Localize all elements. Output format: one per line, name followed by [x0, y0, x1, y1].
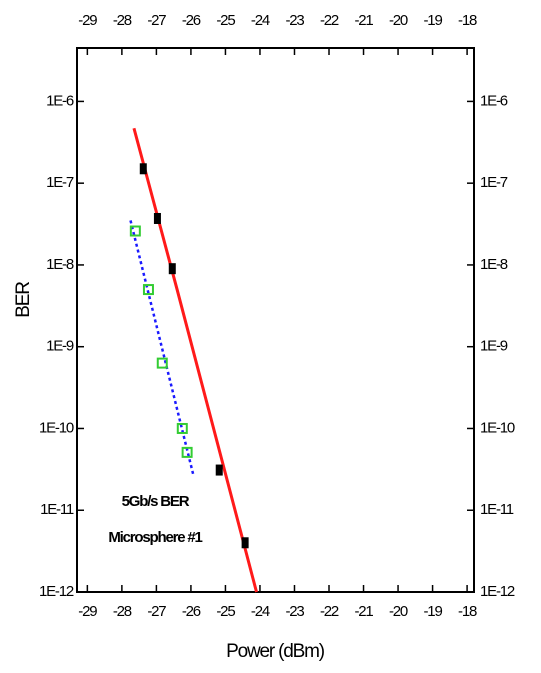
x-tick-label: -25 — [216, 12, 235, 29]
x-tick-label: -23 — [285, 603, 304, 620]
x-tick-label: -26 — [182, 12, 201, 29]
y-tick-label: 1E-10 — [39, 419, 74, 436]
x-tick-label: -28 — [113, 12, 132, 29]
plot-frame — [76, 47, 475, 593]
x-tick-label: -27 — [147, 12, 166, 29]
y-tick-label: 1E-7 — [46, 174, 74, 191]
x-tick-label: -22 — [320, 12, 339, 29]
y-tick-label: 1E-6 — [46, 92, 74, 109]
y-tick-label: 1E-7 — [480, 174, 508, 191]
y-tick-label: 1E-11 — [480, 501, 514, 518]
x-tick-label: -21 — [354, 603, 373, 620]
y-tick-label: 1E-9 — [46, 338, 74, 355]
annotation: Microsphere #1 — [108, 529, 202, 546]
data-point — [241, 537, 249, 549]
data-point — [156, 357, 168, 369]
y-axis-label: BER — [13, 282, 34, 318]
y-tick-label: 1E-12 — [39, 583, 74, 600]
x-tick-label: -23 — [285, 12, 304, 29]
x-tick-label: -29 — [78, 603, 97, 620]
y-tick-label: 1E-8 — [480, 256, 508, 273]
x-tick-label: -28 — [113, 603, 132, 620]
y-tick-label: 1E-9 — [480, 338, 508, 355]
data-point — [215, 464, 223, 476]
x-tick-label: -27 — [147, 603, 166, 620]
x-tick-label: -19 — [424, 603, 443, 620]
y-tick-label: 1E-8 — [46, 256, 74, 273]
y-tick-label: 1E-6 — [480, 92, 508, 109]
data-point — [139, 163, 147, 175]
fit-line — [129, 220, 195, 476]
y-tick-label: 1E-11 — [40, 501, 74, 518]
data-point — [142, 284, 154, 296]
data-point — [129, 225, 141, 237]
data-point — [168, 263, 176, 275]
x-tick-label: -18 — [458, 603, 477, 620]
x-tick-label: -24 — [251, 12, 270, 29]
x-tick-label: -18 — [458, 12, 477, 29]
x-tick-label: -20 — [389, 12, 408, 29]
data-point — [181, 446, 193, 458]
data-point — [176, 422, 188, 434]
x-axis-label: Power (dBm) — [226, 641, 325, 662]
data-point — [153, 212, 161, 224]
annotation: 5Gb/s BER — [122, 493, 190, 510]
x-tick-label: -20 — [389, 603, 408, 620]
y-tick-label: 1E-10 — [480, 419, 515, 436]
x-tick-label: -24 — [251, 603, 270, 620]
x-tick-label: -22 — [320, 603, 339, 620]
x-tick-label: -26 — [182, 603, 201, 620]
x-tick-label: -19 — [424, 12, 443, 29]
data-line — [132, 127, 258, 593]
x-tick-label: -25 — [216, 603, 235, 620]
x-tick-label: -29 — [78, 12, 97, 29]
y-tick-label: 1E-12 — [480, 583, 515, 600]
x-tick-label: -21 — [354, 12, 373, 29]
